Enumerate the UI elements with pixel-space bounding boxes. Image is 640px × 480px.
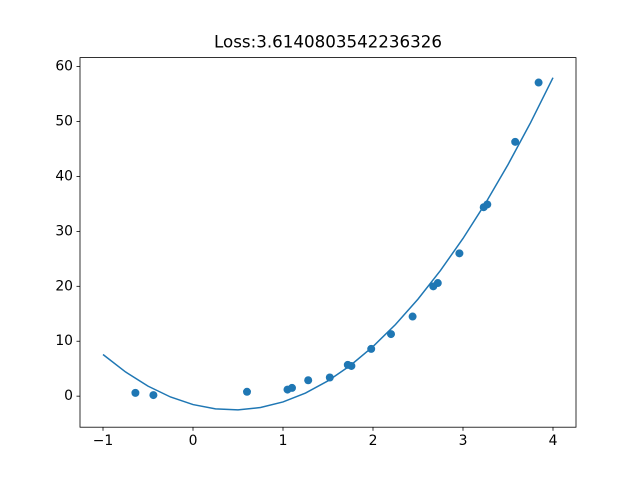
scatter-point [534,78,543,87]
x-tick-label: 2 [369,433,378,449]
fit-line [102,77,554,411]
scatter-point [386,330,395,339]
scatter-point [131,388,140,397]
scatter-point [243,387,252,396]
x-tick-label: −1 [93,433,113,449]
scatter-point [408,312,417,321]
x-tick-label: 4 [549,433,558,449]
scatter-point [149,391,158,400]
chart-title: Loss:3.6140803542236326 [214,32,442,52]
scatter-point [433,279,442,288]
scatter-point [325,373,334,382]
scatter-point [455,249,464,258]
y-tick-label: 30 [55,223,73,239]
scatter-point [347,361,356,370]
scatter-point [288,383,297,392]
x-tick-label: 3 [459,433,468,449]
x-tick-label: 1 [279,433,288,449]
y-tick-label: 20 [55,278,73,294]
y-tick-label: 40 [55,168,73,184]
scatter-point [304,376,313,385]
axes-frame [79,57,577,428]
y-tick-label: 60 [55,59,73,75]
scatter-point [511,137,520,146]
x-tick-label: 0 [189,433,198,449]
y-tick-label: 0 [64,388,73,404]
y-tick-label: 10 [55,333,73,349]
y-tick-label: 50 [55,114,73,130]
